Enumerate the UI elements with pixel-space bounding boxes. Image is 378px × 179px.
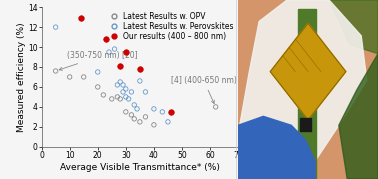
Point	[137, 67, 143, 70]
Point	[117, 65, 123, 67]
Bar	[298, 9, 316, 179]
Point	[143, 91, 149, 93]
Point	[106, 51, 112, 54]
Point	[168, 110, 174, 113]
Legend: Latest Results w. OPV, Latest Results w. Perovskites, Our results (400 – 800 nm): Latest Results w. OPV, Latest Results w.…	[105, 11, 234, 42]
Polygon shape	[329, 0, 378, 54]
Point	[95, 71, 101, 73]
Point	[165, 120, 171, 123]
Point	[115, 84, 121, 86]
Point	[103, 38, 109, 40]
Point	[78, 17, 84, 20]
Point	[123, 88, 129, 90]
Y-axis label: Measured efficiency (%): Measured efficiency (%)	[17, 22, 26, 132]
Text: (350-750 nm) [20]: (350-750 nm) [20]	[59, 51, 138, 70]
Point	[109, 98, 115, 100]
Point	[134, 107, 140, 110]
Point	[112, 48, 118, 50]
Point	[137, 79, 143, 82]
Polygon shape	[238, 116, 315, 179]
Point	[151, 107, 157, 110]
Point	[137, 120, 143, 123]
X-axis label: Average Visible Transmittance* (%): Average Visible Transmittance* (%)	[60, 163, 220, 172]
Point	[131, 117, 137, 120]
Point	[67, 76, 73, 78]
Point	[115, 95, 121, 98]
Point	[95, 86, 101, 88]
Point	[129, 91, 135, 93]
Polygon shape	[238, 0, 378, 179]
Polygon shape	[339, 54, 378, 179]
Point	[117, 81, 123, 83]
Point	[120, 84, 126, 86]
Point	[125, 98, 132, 100]
Point	[53, 70, 59, 72]
Point	[123, 95, 129, 98]
Polygon shape	[270, 23, 346, 120]
Point	[131, 103, 137, 106]
Point	[81, 76, 87, 78]
Point	[123, 51, 129, 54]
Point	[143, 115, 149, 118]
Bar	[300, 118, 311, 131]
Point	[100, 93, 106, 96]
Point	[213, 105, 219, 108]
Text: [4] (400-650 nm): [4] (400-650 nm)	[171, 76, 237, 103]
Point	[117, 98, 123, 100]
Point	[123, 110, 129, 113]
Point	[159, 110, 165, 113]
Point	[53, 26, 59, 28]
Point	[151, 123, 157, 126]
Point	[120, 91, 126, 93]
Point	[129, 113, 135, 116]
Polygon shape	[238, 0, 367, 170]
